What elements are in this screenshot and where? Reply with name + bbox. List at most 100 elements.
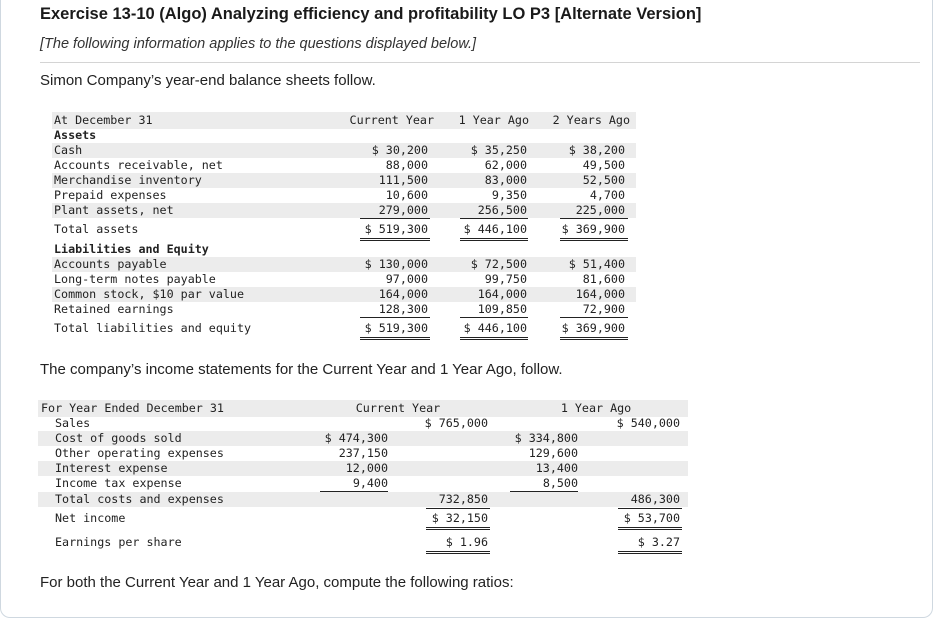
header-1-year-ago: 1 Year Ago <box>458 113 529 127</box>
row-label: Sales <box>55 416 91 430</box>
value-1-year-ago: 8,500 <box>542 476 578 490</box>
value-current-year: $ 1.96 <box>445 535 488 549</box>
value-current-year: 237,150 <box>338 446 388 460</box>
row-label: Earnings per share <box>55 535 182 549</box>
row-label: Net income <box>55 511 126 525</box>
total-double-rule <box>460 337 528 340</box>
value-2-years-ago: 72,900 <box>582 302 625 316</box>
table-row: Accounts payable $ 130,000 $ 72,500 $ 51… <box>52 257 636 272</box>
row-label: Common stock, $10 par value <box>54 287 244 301</box>
header-current-year: Current Year <box>349 113 434 127</box>
total-double-rule <box>618 527 682 530</box>
row-label: Other operating expenses <box>55 446 224 460</box>
subtotal-rule <box>618 508 682 509</box>
table-row: Long-term notes payable 97,000 99,750 81… <box>52 272 636 287</box>
value-2-years-ago: 4,700 <box>589 188 625 202</box>
table-row: Retained earnings 128,300 109,850 72,900 <box>52 302 636 317</box>
value-1-year-ago: $ 3.27 <box>637 535 680 549</box>
subtotal-rule <box>360 218 430 219</box>
value-1-year-ago: 13,400 <box>535 461 578 475</box>
value-current-year: $ 519,300 <box>364 222 428 236</box>
value-current-year: $ 474,300 <box>324 431 388 445</box>
value-2-years-ago: 81,600 <box>582 272 625 286</box>
value-current-year: 279,000 <box>378 203 428 217</box>
total-double-rule <box>426 551 490 554</box>
value-current-year: 10,600 <box>385 188 428 202</box>
total-double-rule <box>360 238 430 241</box>
subtotal-rule <box>510 491 578 492</box>
subtotal-rule <box>320 491 388 492</box>
table-row: Accounts receivable, net 88,000 62,000 4… <box>52 158 636 173</box>
value-1-year-ago: $ 446,100 <box>463 222 527 236</box>
value-current-year: 9,400 <box>352 476 388 490</box>
value-1-year-ago: $ 35,250 <box>470 143 527 157</box>
row-label: Accounts payable <box>54 257 167 271</box>
value-current-year: 732,850 <box>438 492 488 506</box>
header-label: For Year Ended December 31 <box>41 401 224 415</box>
row-label: Income tax expense <box>55 476 182 490</box>
table-row: Cash $ 30,200 $ 35,250 $ 38,200 <box>52 143 636 158</box>
assets-heading: Assets <box>54 128 97 142</box>
value-1-year-ago: $ 53,700 <box>623 511 680 525</box>
value-1-year-ago: $ 446,100 <box>463 321 527 335</box>
value-current-year: 12,000 <box>345 461 388 475</box>
exercise-title: Exercise 13-10 (Algo) Analyzing efficien… <box>40 5 702 23</box>
value-current-year: $ 765,000 <box>424 416 488 430</box>
row-label: Long-term notes payable <box>54 272 216 286</box>
header-current-year: Current Year <box>355 401 441 415</box>
balance-sheet-intro: Simon Company’s year-end balance sheets … <box>40 72 376 89</box>
subtotal-rule <box>426 508 490 509</box>
total-double-rule <box>618 551 682 554</box>
row-label: Prepaid expenses <box>54 188 167 202</box>
value-2-years-ago: $ 38,200 <box>568 143 625 157</box>
subtotal-rule <box>360 317 430 318</box>
value-1-year-ago: $ 334,800 <box>514 431 578 445</box>
total-double-rule <box>426 527 490 530</box>
eps-row: Earnings per share $ 1.96 $ 3.27 <box>38 535 688 550</box>
value-2-years-ago: 225,000 <box>575 203 625 217</box>
table-row: Interest expense 12,000 13,400 <box>38 461 688 476</box>
value-2-years-ago: $ 369,900 <box>561 321 625 335</box>
row-label: Interest expense <box>55 461 168 475</box>
table-row: Common stock, $10 par value 164,000 164,… <box>52 287 636 302</box>
value-current-year: $ 130,000 <box>364 257 428 271</box>
value-2-years-ago: $ 369,900 <box>561 222 625 236</box>
value-1-year-ago: 83,000 <box>484 173 527 187</box>
value-2-years-ago: 164,000 <box>575 287 625 301</box>
value-1-year-ago: $ 72,500 <box>470 257 527 271</box>
row-label: Cost of goods sold <box>55 431 182 445</box>
table-header: For Year Ended December 31 Current Year … <box>38 400 688 417</box>
value-1-year-ago: 109,850 <box>477 302 527 316</box>
net-income-row: Net income $ 32,150 $ 53,700 <box>38 511 688 526</box>
value-1-year-ago: 129,600 <box>528 446 578 460</box>
total-liabilities-row: Total liabilities and equity $ 519,300 $… <box>52 321 636 336</box>
value-1-year-ago: $ 540,000 <box>616 416 680 430</box>
subtotal-rule <box>460 218 528 219</box>
table-row: Merchandise inventory 111,500 83,000 52,… <box>52 173 636 188</box>
value-1-year-ago: 62,000 <box>484 158 527 172</box>
value-1-year-ago: 256,500 <box>477 203 527 217</box>
value-2-years-ago: 49,500 <box>582 158 625 172</box>
liabilities-heading-row: Liabilities and Equity <box>52 242 636 257</box>
total-double-rule <box>360 337 430 340</box>
exercise-subtitle: [The following information applies to th… <box>40 36 477 52</box>
row-label: Total assets <box>54 222 139 236</box>
subtotal-rule <box>560 218 628 219</box>
total-double-rule <box>560 337 628 340</box>
value-current-year: $ 30,200 <box>371 143 428 157</box>
header-1-year-ago: 1 Year Ago <box>560 401 632 415</box>
total-double-rule <box>560 238 628 241</box>
value-1-year-ago: 486,300 <box>630 492 680 506</box>
total-assets-row: Total assets $ 519,300 $ 446,100 $ 369,9… <box>52 222 636 237</box>
row-label: Accounts receivable, net <box>54 158 223 172</box>
value-current-year: $ 32,150 <box>431 511 488 525</box>
row-label: Merchandise inventory <box>54 173 202 187</box>
value-current-year: 128,300 <box>378 302 428 316</box>
value-2-years-ago: $ 51,400 <box>568 257 625 271</box>
table-row: Prepaid expenses 10,600 9,350 4,700 <box>52 188 636 203</box>
value-current-year: 164,000 <box>378 287 428 301</box>
table-row: Other operating expenses 237,150 129,600 <box>38 446 688 461</box>
row-label: Plant assets, net <box>54 203 174 217</box>
balance-sheet-table: At December 31 Current Year 1 Year Ago 2… <box>52 112 636 342</box>
header-2-years-ago: 2 Years Ago <box>552 113 630 127</box>
